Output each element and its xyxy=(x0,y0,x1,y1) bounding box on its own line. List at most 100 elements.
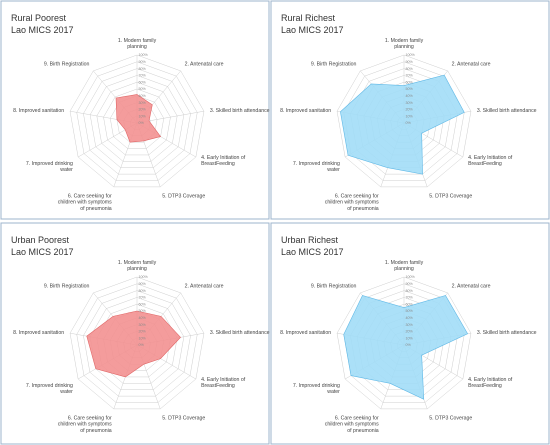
panel-border xyxy=(270,222,550,445)
tick-label: 0% xyxy=(406,343,412,347)
tick-label: 10% xyxy=(139,114,147,118)
tick-label: 70% xyxy=(139,74,147,78)
tick-label: 70% xyxy=(406,74,414,78)
chart-title: Urban Richest xyxy=(281,235,339,245)
tick-label: 30% xyxy=(139,323,147,327)
tick-label: 20% xyxy=(406,108,414,112)
grid-ring xyxy=(336,54,472,188)
axis-label: 3. Skilled birth attendance xyxy=(477,330,537,336)
axis-label: 7. Improved drinking water xyxy=(293,383,340,395)
panel-border xyxy=(0,0,270,220)
tick-label: 60% xyxy=(139,302,147,306)
chart-title: Rural Poorest xyxy=(11,13,67,23)
axis-label: 4. Early Initiation of BreastFeeding xyxy=(201,377,246,389)
chart-subtitle: Lao MICS 2017 xyxy=(281,247,344,257)
grid-ring xyxy=(83,290,191,397)
axis-label: 5. DTP3 Coverage xyxy=(429,194,472,200)
tick-label: 20% xyxy=(139,108,147,112)
tick-label: 70% xyxy=(139,296,147,300)
axis-label: 7. Improved drinking water xyxy=(293,161,340,173)
tick-label: 40% xyxy=(406,316,414,320)
panel-border xyxy=(0,222,270,445)
grid-ring xyxy=(109,95,165,149)
grid-ring xyxy=(336,276,472,410)
axis-label: 5. DTP3 Coverage xyxy=(162,194,205,200)
axis-label: 1. Modern family planning xyxy=(118,38,157,50)
chart-title: Urban Poorest xyxy=(11,235,70,245)
tick-label: 50% xyxy=(406,87,414,91)
grid-ring xyxy=(76,283,198,403)
tick-label: 100% xyxy=(406,275,416,279)
tick-label: 30% xyxy=(406,323,414,327)
tick-label: 90% xyxy=(139,282,147,286)
grid-ring xyxy=(96,81,178,162)
axis-label: 1. Modern family planning xyxy=(385,38,424,50)
axis-label: 8. Improved sanitation xyxy=(280,108,331,114)
axis-label: 3. Skilled birth attendance xyxy=(210,330,270,336)
tick-label: 80% xyxy=(139,67,147,71)
tick-label: 70% xyxy=(406,296,414,300)
axis-label: 8. Improved sanitation xyxy=(280,330,331,336)
axis-label: 3. Skilled birth attendance xyxy=(477,108,537,114)
data-area xyxy=(115,94,162,143)
tick-label: 40% xyxy=(139,94,147,98)
axis-label: 6. Care seeking for children with symptom… xyxy=(58,194,112,212)
tick-label: 80% xyxy=(406,289,414,293)
tick-label: 50% xyxy=(139,309,147,313)
axis-label: 8. Improved sanitation xyxy=(13,330,64,336)
axis-label: 2. Antenatal care xyxy=(185,61,224,67)
data-area xyxy=(340,74,465,175)
axis-label: 9. Birth Registration xyxy=(44,61,90,67)
axis-label: 3. Skilled birth attendance xyxy=(210,108,270,114)
axis-label: 6. Care seeking for children with symptom… xyxy=(325,416,379,434)
tick-label: 30% xyxy=(406,101,414,105)
axis-label: 9. Birth Registration xyxy=(311,283,357,289)
chart-subtitle: Lao MICS 2017 xyxy=(11,247,74,257)
axis-label: 9. Birth Registration xyxy=(44,283,90,289)
tick-label: 40% xyxy=(139,316,147,320)
axis-label: 2. Antenatal care xyxy=(452,61,491,67)
tick-label: 90% xyxy=(139,60,147,64)
tick-label: 50% xyxy=(406,309,414,313)
chart-subtitle: Lao MICS 2017 xyxy=(11,25,74,35)
radar-panel-2: Rural Richest Lao MICS 2017 0% 10% 20% 30% 40%… xyxy=(270,0,550,220)
radar-panel-3: Urban Poorest Lao MICS 2017 0% 10% 20% 30% 40%… xyxy=(0,222,270,445)
tick-label: 100% xyxy=(139,53,149,57)
tick-label: 100% xyxy=(406,53,416,57)
panel-border xyxy=(270,0,550,220)
grid-ring xyxy=(69,54,205,188)
tick-label: 10% xyxy=(406,336,414,340)
axis-label: 7. Improved drinking water xyxy=(26,383,73,395)
axis-label: 4. Early Initiation of BreastFeeding xyxy=(468,377,513,389)
axis-label: 5. DTP3 Coverage xyxy=(429,416,472,422)
axis-label: 2. Antenatal care xyxy=(452,283,491,289)
data-area xyxy=(86,310,181,378)
tick-label: 10% xyxy=(406,114,414,118)
tick-label: 90% xyxy=(406,282,414,286)
axis-label: 1. Modern family planning xyxy=(385,260,424,272)
tick-label: 10% xyxy=(139,336,147,340)
tick-label: 60% xyxy=(139,80,147,84)
grid-ring xyxy=(76,61,198,181)
grid-ring xyxy=(89,75,185,168)
radar-panel-4: Urban Richest Lao MICS 2017 0% 10% 20% 30% 40%… xyxy=(270,222,550,445)
tick-label: 0% xyxy=(406,121,412,125)
axis-label: 6. Care seeking for children with symptom… xyxy=(58,416,112,434)
axis-label: 4. Early Initiation of BreastFeeding xyxy=(201,155,246,167)
tick-label: 50% xyxy=(139,87,147,91)
axis-label: 6. Care seeking for children with symptom… xyxy=(325,194,379,212)
grid-ring xyxy=(103,88,171,156)
chart-subtitle: Lao MICS 2017 xyxy=(281,25,344,35)
tick-label: 0% xyxy=(139,343,145,347)
tick-label: 0% xyxy=(139,121,145,125)
tick-label: 100% xyxy=(139,275,149,279)
tick-label: 90% xyxy=(406,60,414,64)
tick-label: 20% xyxy=(406,330,414,334)
axis-label: 4. Early Initiation of BreastFeeding xyxy=(468,155,513,167)
grid-ring xyxy=(83,68,191,175)
tick-label: 80% xyxy=(139,289,147,293)
axis-label: 7. Improved drinking water xyxy=(26,161,73,173)
tick-label: 60% xyxy=(406,302,414,306)
grid-ring xyxy=(69,276,205,410)
